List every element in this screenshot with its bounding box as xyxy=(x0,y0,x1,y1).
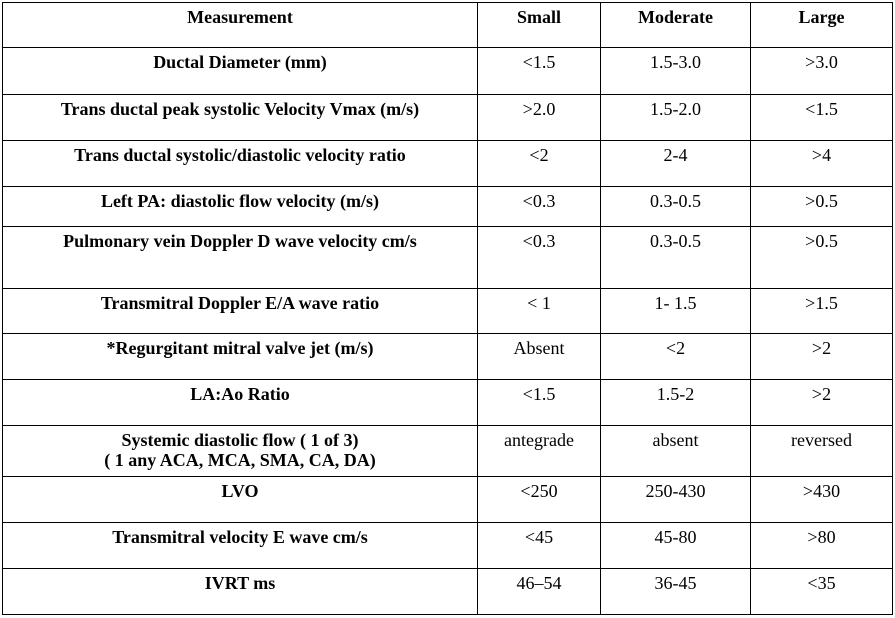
table-row: IVRT ms 46–54 36-45 <35 xyxy=(2,568,893,615)
value-cell: <2 xyxy=(600,333,751,380)
header-row: Measurement Small Moderate Large xyxy=(2,2,893,48)
value-cell: 1.5-2 xyxy=(600,379,751,426)
header-cell: Moderate xyxy=(600,2,751,48)
measurement-cell: IVRT ms xyxy=(2,568,478,615)
value-cell: 2-4 xyxy=(600,140,751,187)
value-cell: >0.5 xyxy=(750,226,893,289)
measurement-cell: Left PA: diastolic flow velocity (m/s) xyxy=(2,186,478,227)
measurement-cell: Transmitral velocity E wave cm/s xyxy=(2,522,478,569)
value-cell: 0.3-0.5 xyxy=(600,226,751,289)
value-cell: 1- 1.5 xyxy=(600,288,751,334)
table-row: Left PA: diastolic flow velocity (m/s) <0… xyxy=(2,186,893,227)
value-cell: 1.5-3.0 xyxy=(600,47,751,95)
value-cell: >0.5 xyxy=(750,186,893,227)
table-row: Trans ductal systolic/diastolic velocity… xyxy=(2,140,893,187)
table-row: LVO <250 250-430 >430 xyxy=(2,476,893,523)
table-row: Ductal Diameter (mm) <1.5 1.5-3.0 >3.0 xyxy=(2,47,893,95)
header-cell: Measurement xyxy=(2,2,478,48)
value-cell: Absent xyxy=(477,333,601,380)
value-cell: 36-45 xyxy=(600,568,751,615)
value-cell: <0.3 xyxy=(477,186,601,227)
measurement-cell: LA:Ao Ratio xyxy=(2,379,478,426)
value-cell: 250-430 xyxy=(600,476,751,523)
table-row: Transmitral velocity E wave cm/s <45 45-80… xyxy=(2,522,893,569)
value-cell: <1.5 xyxy=(750,94,893,141)
measurement-cell: Systemic diastolic flow ( 1 of 3) ( 1 an… xyxy=(2,425,478,477)
table-row: Transmitral Doppler E/A wave ratio < 1 1- … xyxy=(2,288,893,334)
value-cell: >80 xyxy=(750,522,893,569)
value-cell: absent xyxy=(600,425,751,477)
value-cell: >4 xyxy=(750,140,893,187)
value-cell: >2.0 xyxy=(477,94,601,141)
measurement-cell: Transmitral Doppler E/A wave ratio xyxy=(2,288,478,334)
measurement-cell: Ductal Diameter (mm) xyxy=(2,47,478,95)
header-cell: Small xyxy=(477,2,601,48)
table-row: Trans ductal peak systolic Velocity Vmax… xyxy=(2,94,893,141)
measurement-cell: *Regurgitant mitral valve jet (m/s) xyxy=(2,333,478,380)
value-cell: <2 xyxy=(477,140,601,187)
value-cell: >2 xyxy=(750,379,893,426)
table-row: Pulmonary vein Doppler D wave velocity c… xyxy=(2,226,893,289)
value-cell: >2 xyxy=(750,333,893,380)
value-cell: >3.0 xyxy=(750,47,893,95)
value-cell: <250 xyxy=(477,476,601,523)
measurement-cell: Trans ductal systolic/diastolic velocity… xyxy=(2,140,478,187)
table-body: Ductal Diameter (mm) <1.5 1.5-3.0 >3.0 Trans… xyxy=(2,47,893,615)
value-cell: <35 xyxy=(750,568,893,615)
value-cell: 45-80 xyxy=(600,522,751,569)
value-cell: reversed xyxy=(750,425,893,477)
value-cell: <45 xyxy=(477,522,601,569)
value-cell: >430 xyxy=(750,476,893,523)
table-row: Systemic diastolic flow ( 1 of 3) ( 1 an… xyxy=(2,425,893,477)
value-cell: >1.5 xyxy=(750,288,893,334)
measurement-cell: Trans ductal peak systolic Velocity Vmax… xyxy=(2,94,478,141)
value-cell: < 1 xyxy=(477,288,601,334)
measurement-cell: LVO xyxy=(2,476,478,523)
value-cell: 46–54 xyxy=(477,568,601,615)
measurement-cell: Pulmonary vein Doppler D wave velocity c… xyxy=(2,226,478,289)
value-cell: 0.3-0.5 xyxy=(600,186,751,227)
header-cell: Large xyxy=(750,2,893,48)
value-cell: antegrade xyxy=(477,425,601,477)
value-cell: <0.3 xyxy=(477,226,601,289)
value-cell: 1.5-2.0 xyxy=(600,94,751,141)
value-cell: <1.5 xyxy=(477,379,601,426)
table-row: LA:Ao Ratio <1.5 1.5-2 >2 xyxy=(2,379,893,426)
table-row: *Regurgitant mitral valve jet (m/s) Absen… xyxy=(2,333,893,380)
value-cell: <1.5 xyxy=(477,47,601,95)
